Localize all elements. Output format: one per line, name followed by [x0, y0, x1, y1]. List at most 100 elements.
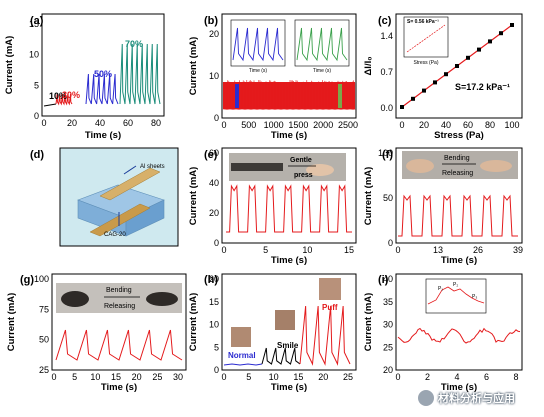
y-tick-labels: 0204060: [209, 148, 219, 248]
x-axis-label: Time (s): [271, 382, 307, 393]
photo-label-releasing: Releasing: [104, 303, 135, 310]
y-tick-label: 50: [383, 193, 393, 203]
y-axis-label: Current (mA): [363, 293, 374, 352]
label-50pct: 50%: [94, 69, 112, 79]
x-tick-label: 20: [132, 372, 142, 382]
label-70pct: 70%: [125, 39, 143, 49]
y-tick-label: 20: [383, 365, 393, 375]
y-tick-label: 25: [39, 365, 49, 375]
x-tick-label: 2500: [338, 120, 358, 130]
x-tick-label: 40: [441, 120, 451, 130]
x-tick-label: 0: [51, 372, 56, 382]
x-tick-label: 0: [395, 245, 400, 255]
watermark-text: 材料分析与应用: [438, 390, 515, 406]
label-smile: Smile: [277, 341, 299, 350]
data-point: [444, 72, 448, 76]
x-tick-label: 20: [318, 372, 328, 382]
photo-label-bending: Bending: [106, 287, 132, 294]
panel-d: (d) Al sheets CAG-20: [30, 148, 178, 246]
data-point: [466, 56, 470, 60]
x-tick-label: 1000: [264, 120, 284, 130]
y-tick-label: 10: [209, 320, 219, 330]
photo-wrist-straight: [480, 160, 512, 172]
y-tick-label: 30: [383, 320, 393, 330]
x-tick-label: 25: [343, 372, 353, 382]
y-tick-label: 0.7: [380, 67, 393, 77]
x-tick-label: 0: [41, 118, 46, 128]
inset-sensitivity: S= 0.56 kPa⁻¹ Stress (Pa): [404, 17, 448, 66]
y-tick-label: 20: [209, 274, 219, 284]
series-smile: [262, 348, 300, 364]
x-tick-label: 5: [246, 372, 251, 382]
y-tick-label: 10: [209, 71, 219, 81]
y-tick-label: 0: [214, 365, 219, 375]
data-point: [488, 39, 492, 43]
x-tick-label: 80: [485, 120, 495, 130]
series-70pct: [120, 44, 160, 104]
y-tick-labels: 20 25 30 35 40: [383, 274, 393, 375]
y-axis-label: Current (mA): [363, 167, 374, 226]
panel-i: (i) Current (mA) Time (s) 20 25 30 35 40 0 2 4…: [363, 274, 522, 393]
x-tick-label: 0: [221, 372, 226, 382]
panel-c: (c) ΔI/I₀ Stress (Pa) 0.0 0.7 1.4 0 20 40 60 8…: [363, 14, 522, 141]
y-tick-label: 35: [383, 297, 393, 307]
series-current: [226, 186, 352, 232]
x-tick-label: 2: [425, 372, 430, 382]
panel-f: (f) Current (mA) Time (s) 050100 0 13 26 39…: [363, 148, 523, 266]
y-axis-label: Current (mA): [6, 293, 17, 352]
panel-g: (g) Current (mA) Time (s) 255075100 0 5 10…: [6, 274, 186, 393]
x-tick-label: 20: [419, 120, 429, 130]
y-axis-label: Current (mA): [4, 36, 15, 95]
label-al-sheets: Al sheets: [140, 164, 165, 170]
x-tick-labels: 0 13 26 39: [395, 245, 523, 255]
series-current: [398, 196, 518, 236]
data-point: [400, 105, 404, 109]
y-tick-label: 40: [209, 178, 219, 188]
y-tick-labels: 01020: [209, 29, 219, 123]
data-point: [477, 48, 481, 52]
x-tick-label: 5: [72, 372, 77, 382]
x-tick-labels: 0 5 10 15 20 25 30: [51, 372, 183, 382]
y-tick-label: 20: [209, 208, 219, 218]
data-point: [455, 64, 459, 68]
x-tick-labels: 0 500 1000 1500 2000 2500: [221, 120, 358, 130]
sensitivity-label: S=17.2 kPa⁻¹: [455, 82, 510, 92]
x-tick-label: 26: [473, 245, 483, 255]
y-tick-label: 100: [378, 148, 393, 158]
y-tick-labels: 0 5 10 15 20: [209, 274, 219, 375]
x-tick-label: 20: [67, 118, 77, 128]
y-axis-label: Current (mA): [188, 293, 199, 352]
panel-letter: (b): [204, 15, 218, 27]
photo-label-releasing: Releasing: [442, 170, 473, 177]
x-tick-label: 30: [173, 372, 183, 382]
y-axis-label: ΔI/I₀: [363, 56, 374, 75]
x-tick-label: 10: [269, 372, 279, 382]
x-tick-label: 8: [513, 372, 518, 382]
inset-x-label: Stress (Pa): [413, 60, 438, 66]
inset-x-label: Time (s): [249, 68, 267, 74]
label-cag: CAG-20: [104, 232, 126, 238]
y-tick-label: 10: [29, 50, 39, 60]
x-tick-label: 0: [221, 245, 226, 255]
x-tick-labels: 0 20 40 60 80: [41, 118, 161, 128]
x-axis-label: Time (s): [271, 255, 307, 266]
y-tick-label: 50: [39, 335, 49, 345]
x-tick-label: 60: [463, 120, 473, 130]
wechat-icon: [418, 390, 434, 406]
photo-wrist-bent: [406, 159, 434, 173]
x-tick-label: 500: [241, 120, 256, 130]
y-tick-labels: 0.00.71.4: [380, 31, 393, 113]
x-tick-label: 100: [504, 120, 519, 130]
x-tick-label: 25: [152, 372, 162, 382]
x-tick-labels: 0 20 40 60 80 100: [399, 120, 519, 130]
data-point: [422, 89, 426, 93]
panel-a: (a) Current (mA) Time (s) 0 5 10 15 0 20 40 60…: [4, 14, 164, 141]
label-normal: Normal: [228, 351, 256, 360]
photo-face-smile: [275, 310, 295, 330]
y-tick-label: 5: [214, 342, 219, 352]
inset-x-label: Time (s): [313, 68, 331, 74]
x-axis-label: Time (s): [441, 255, 477, 266]
label-30pct: 30%: [62, 90, 80, 100]
data-point: [411, 97, 415, 101]
